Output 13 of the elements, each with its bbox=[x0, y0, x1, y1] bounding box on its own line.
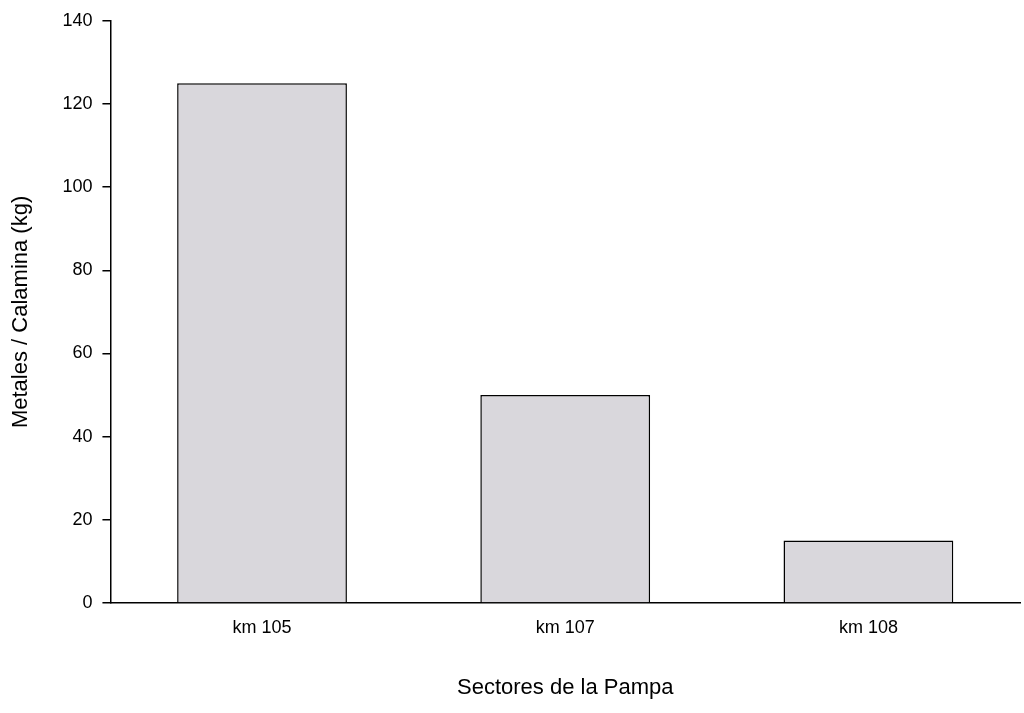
y-tick-label: 60 bbox=[72, 342, 93, 363]
x-axis-title: Sectores de la Pampa bbox=[456, 673, 675, 699]
y-tick-label: 20 bbox=[72, 508, 93, 529]
x-tick-label: km 107 bbox=[535, 616, 595, 637]
y-tick-label: 100 bbox=[62, 176, 93, 197]
y-tick-label: 120 bbox=[62, 92, 93, 113]
y-tick-label: 80 bbox=[72, 259, 93, 280]
y-tick-label: 140 bbox=[62, 9, 93, 30]
x-tick-label: km 108 bbox=[838, 616, 898, 637]
y-tick-label: 40 bbox=[72, 425, 93, 446]
x-tick-label: km 105 bbox=[232, 616, 292, 637]
y-axis-title: Metales / Calamina (kg) bbox=[7, 195, 33, 429]
y-tick-label: 0 bbox=[82, 591, 93, 612]
